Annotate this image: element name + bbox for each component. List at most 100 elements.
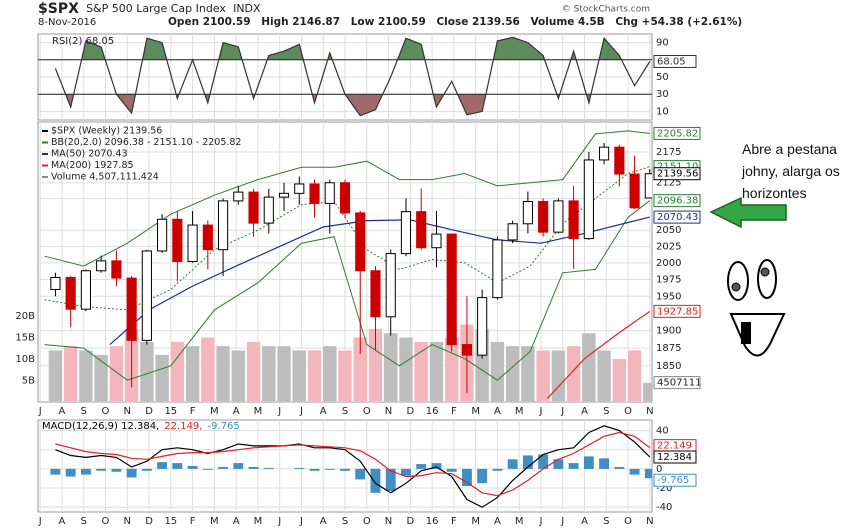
- volume-bar: [63, 345, 78, 402]
- candle-body: [217, 200, 229, 251]
- x-tick-label: F: [451, 406, 457, 417]
- volume-bar: [48, 350, 63, 402]
- index-name: S&P 500 Large Cap Index: [86, 2, 226, 15]
- volume-bar: [429, 341, 444, 402]
- volume-bar: [414, 341, 429, 402]
- y-tick-label: 10: [656, 106, 669, 117]
- x-tick-label: N: [124, 516, 131, 527]
- value-box: [653, 167, 701, 181]
- histogram-bar: [583, 456, 594, 469]
- histogram-bar: [446, 468, 457, 472]
- x-tick-label: M: [210, 516, 219, 527]
- mouth: [729, 313, 786, 357]
- value-box-label: 4507111: [657, 378, 702, 389]
- value-box-label: 2205.82: [657, 128, 698, 139]
- candle-body: [370, 270, 381, 318]
- x-tick-label: A: [581, 406, 588, 417]
- moving-average: [547, 310, 651, 399]
- x-tick-label: M: [515, 406, 524, 417]
- x-tick-label: A: [494, 406, 501, 417]
- symbol: $SPX: [38, 1, 79, 17]
- x-tick-label: 15: [164, 406, 177, 417]
- volume-bar: [307, 350, 322, 402]
- x-tick-label: J: [277, 406, 281, 417]
- volume-bar: [581, 332, 596, 402]
- x-tick-label: M: [515, 516, 524, 527]
- date: 8-Nov-2016: [38, 17, 96, 28]
- x-tick-label: A: [233, 406, 240, 417]
- histogram-bar: [431, 463, 442, 469]
- histogram-bar: [370, 468, 381, 493]
- volume-bar: [78, 350, 93, 402]
- legend-entry: 22.149,: [164, 421, 202, 432]
- value-box-label: -9.765: [657, 475, 689, 486]
- candle-body: [492, 239, 503, 299]
- x-tick-label: J: [538, 516, 542, 527]
- tongue: [741, 322, 751, 344]
- x-tick-label: D: [145, 406, 153, 417]
- bb-middle: [44, 166, 650, 311]
- histogram-bar: [233, 463, 244, 469]
- volume-bar: [536, 350, 551, 402]
- x-tick-label: O: [624, 406, 632, 417]
- candle-body: [294, 183, 305, 194]
- y-tick-label: 50: [656, 72, 669, 83]
- legend-entry: -9.765: [207, 421, 239, 432]
- value-box: [653, 450, 697, 464]
- histogram-bar: [65, 468, 76, 477]
- candle-body: [50, 276, 61, 291]
- x-tick-label: N: [646, 516, 653, 527]
- x-tick-label: M: [254, 406, 263, 417]
- eye: [757, 259, 777, 299]
- volume-bar: [551, 350, 566, 402]
- volume-bar: [246, 341, 261, 402]
- volume-bar: [185, 345, 200, 402]
- series-line: [55, 431, 651, 497]
- candle-body: [355, 212, 366, 272]
- volume-bar: [277, 345, 292, 402]
- candle-body: [248, 191, 259, 224]
- x-tick-label: A: [494, 516, 501, 527]
- candle-body: [324, 182, 335, 204]
- candle-body: [400, 211, 412, 255]
- x-tick-label: O: [102, 516, 110, 527]
- x-tick-label: F: [190, 406, 196, 417]
- x-tick-label: F: [451, 516, 457, 527]
- histogram-bar: [141, 468, 152, 471]
- candle-body: [263, 196, 274, 224]
- annotation: Abre a pestana johny, alarga os horizont…: [742, 141, 840, 201]
- x-tick-label: M: [471, 406, 480, 417]
- y-tick-label: 1875: [656, 343, 681, 354]
- candle-body: [278, 192, 290, 198]
- histogram-bar: [507, 459, 518, 469]
- volume-bar: [520, 345, 535, 402]
- histogram-bar: [461, 468, 472, 487]
- pupil: [760, 267, 770, 277]
- x-tick-label: A: [320, 516, 327, 527]
- x-tick-label: S: [603, 406, 609, 417]
- volume-bar: [597, 350, 612, 402]
- volume-tick-label: 5B: [22, 375, 35, 386]
- histogram-bar: [599, 458, 610, 469]
- x-tick-label: F: [190, 516, 196, 527]
- value-box: [653, 473, 697, 487]
- candle-body: [431, 233, 442, 249]
- histogram-bar: [96, 468, 107, 471]
- value-box: [653, 194, 701, 208]
- candle-body: [644, 173, 652, 199]
- value-box-label: 2096.38: [657, 196, 698, 207]
- candle-body: [538, 201, 549, 233]
- candle-body: [614, 146, 625, 175]
- histogram-bar: [126, 468, 137, 478]
- candle-body: [477, 297, 488, 356]
- volume-bar: [627, 350, 642, 402]
- x-tick-label: N: [385, 516, 392, 527]
- y-tick-label: 30: [656, 89, 669, 100]
- histogram-bar: [401, 468, 411, 476]
- quote-item: Volume 4.5B: [530, 16, 604, 28]
- quote: Open 2100.59 High 2146.87 Low 2100.59 Cl…: [168, 16, 742, 28]
- plot-area: [50, 425, 652, 508]
- x-tick-label: J: [277, 516, 281, 527]
- candle-body: [126, 277, 137, 341]
